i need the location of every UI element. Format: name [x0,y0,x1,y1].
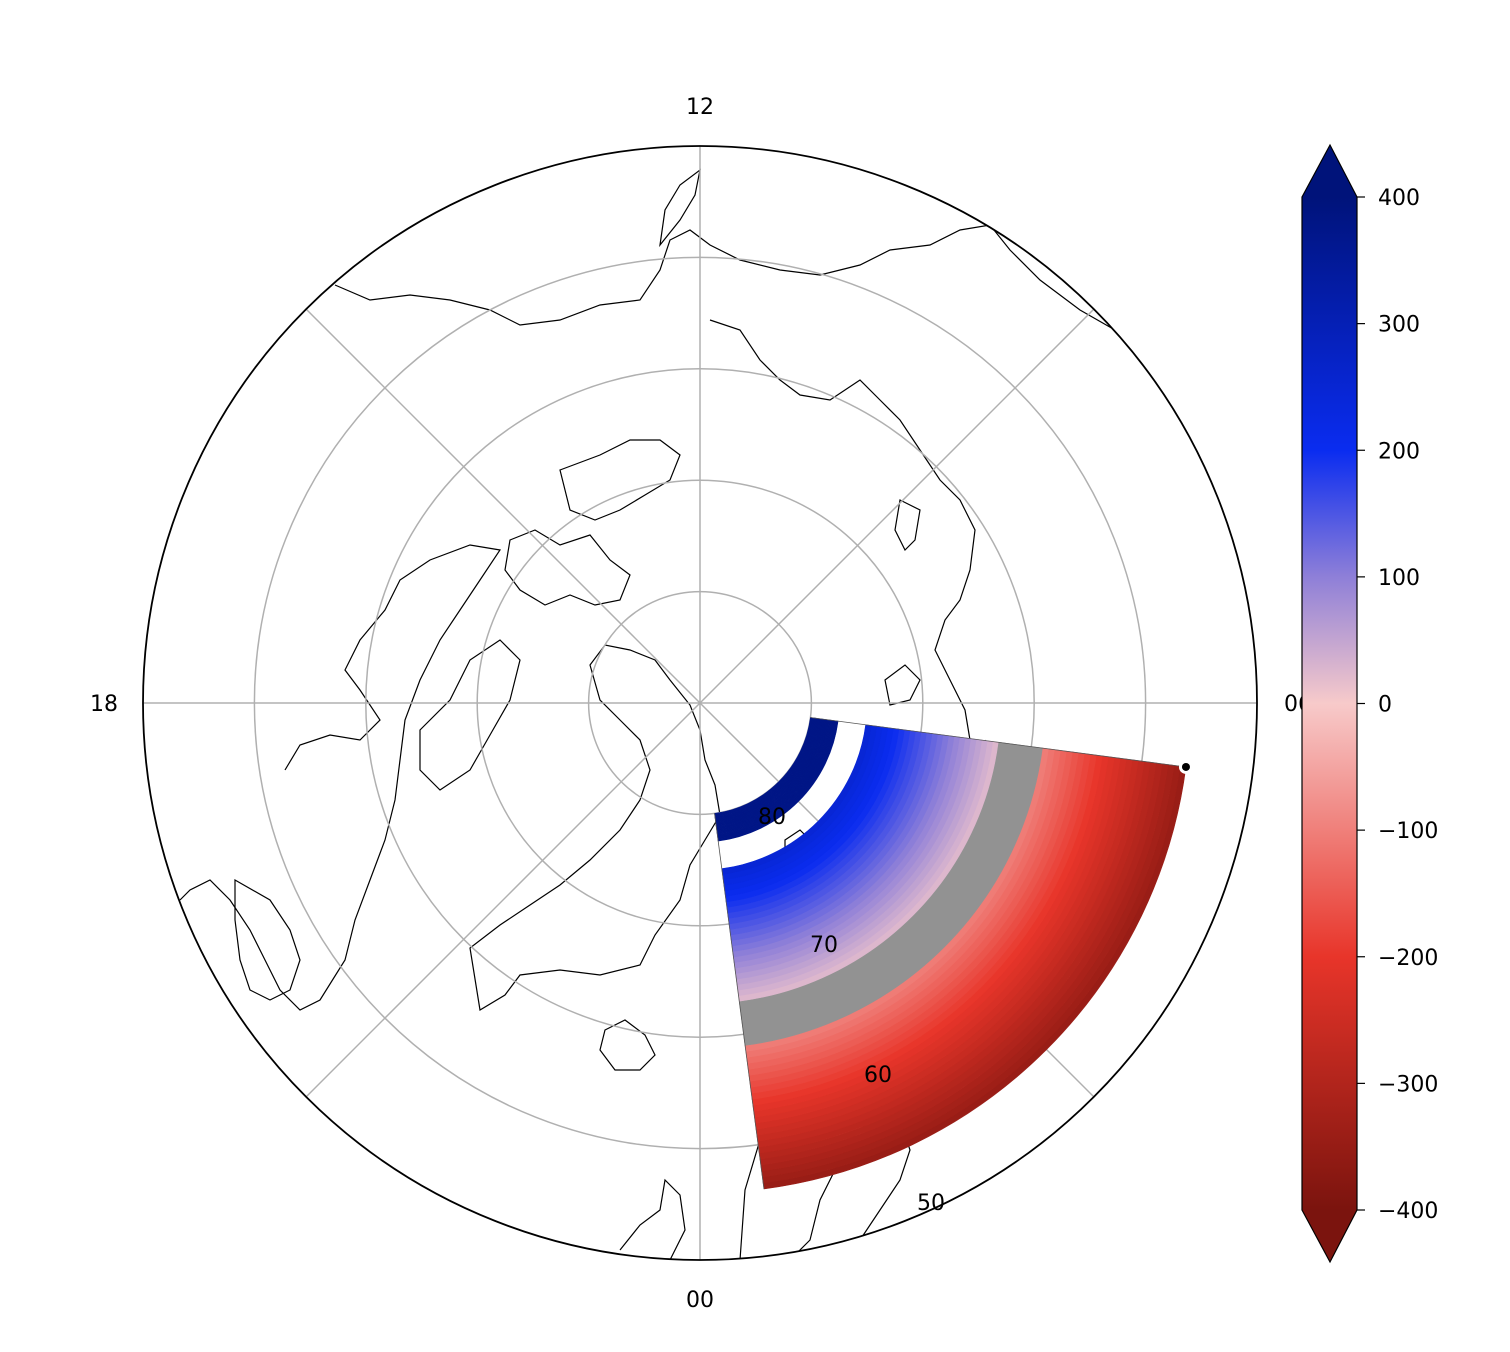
colorbar-tick-label: 200 [1378,439,1420,464]
label-mlt-12: 12 [686,95,714,120]
coastline-ellesmere [559,439,681,521]
sector-marker [1178,759,1193,774]
colorbar-ticks: 400 300 200 100 0 −100 −200 −300 −400 [1357,186,1438,1224]
label-lat-50: 50 [917,1191,945,1216]
coastline-hudson-bay [234,878,301,1001]
label-lat-60: 60 [864,1063,892,1088]
label-mlt-00: 00 [686,1288,714,1313]
colorbar-tick-label: −200 [1378,946,1438,971]
coastline-baffin [419,639,521,791]
colorbar-body [1302,197,1357,1210]
sector-edge-0 [810,717,1187,768]
meridian-3 [305,702,701,1098]
map-frame [142,145,1258,1261]
data-sector [714,717,1187,1190]
coastline-british-isles [619,1178,686,1260]
colorbar-tick-label: 400 [1378,186,1420,211]
label-lat-70: 70 [810,933,838,958]
label-lat-80: 80 [758,805,786,830]
colorbar-tick-label: −300 [1378,1072,1438,1097]
colorbar-tick-label: 300 [1378,313,1420,338]
label-mlt-18: 18 [90,692,118,717]
meridian-15 [699,308,1095,704]
colorbar-extend-top [1302,145,1357,197]
coastline-siberia [334,224,1116,331]
colorbar-extend-bottom [1302,1210,1357,1262]
gridlines [143,146,1257,1260]
marker-dot [1181,762,1190,771]
coastline-north-america [179,544,502,1011]
coastline-novaya-zemlya [894,499,921,552]
coastline-greenland [469,644,721,1011]
meridian-9 [305,308,701,704]
coastline-taymyr-island [884,664,921,706]
colorbar-tick-label: 100 [1378,566,1420,591]
coastline-iceland [599,1019,656,1071]
sector-edge-1 [714,813,765,1190]
colorbar-tick-label: 0 [1378,693,1392,718]
colorbar-tick-label: −100 [1378,819,1438,844]
colorbar-tick-label: −400 [1378,1199,1438,1224]
colorbar: 400 300 200 100 0 −100 −200 −300 −400 [1301,143,1438,1264]
coastline-chukotka [659,168,701,248]
polar-map: 12 18 00 06 80 70 60 50 [90,95,1312,1313]
coastline-canadian-archipelago [504,529,631,606]
